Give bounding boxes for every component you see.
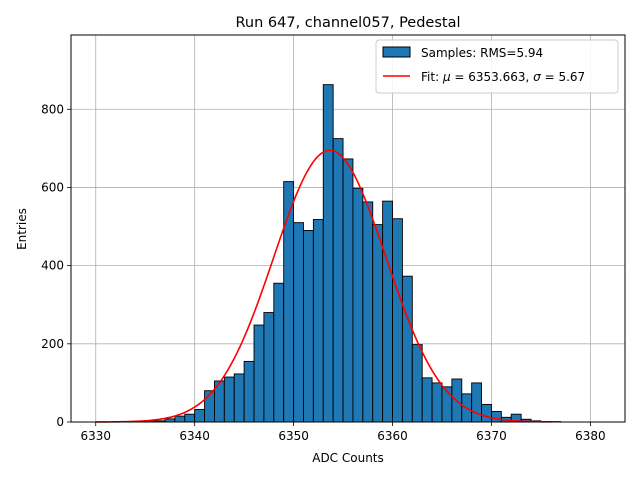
y-tick-label: 800 xyxy=(41,102,64,116)
y-tick-label: 400 xyxy=(41,259,64,273)
histogram-bar xyxy=(431,382,443,423)
y-axis-ticks: 0 200 400 600 800 xyxy=(41,102,71,429)
x-tick-label: 6340 xyxy=(179,429,210,443)
histogram-bar xyxy=(401,275,413,423)
legend-label-samples: Samples: RMS=5.94 xyxy=(421,46,543,60)
histogram-bar xyxy=(194,409,206,423)
x-tick-label: 6380 xyxy=(575,429,606,443)
x-tick-label: 6350 xyxy=(278,429,309,443)
x-axis-ticks: 6330 6340 6350 6360 6370 6380 xyxy=(80,422,606,443)
histogram-bar xyxy=(233,373,245,423)
histogram-bar xyxy=(303,230,314,423)
histogram-bar xyxy=(253,324,265,423)
y-tick-label: 600 xyxy=(41,180,64,194)
histogram-bar xyxy=(293,222,304,423)
histogram-bar xyxy=(342,158,354,423)
x-tick-label: 6360 xyxy=(377,429,408,443)
histogram-bar xyxy=(223,376,235,423)
chart-title: Run 647, channel057, Pedestal xyxy=(235,15,460,31)
legend-swatch-samples xyxy=(382,46,411,58)
histogram-bar xyxy=(481,403,492,423)
histogram-bar xyxy=(174,415,186,423)
y-tick-label: 200 xyxy=(41,337,64,351)
histogram-bar xyxy=(471,382,483,423)
histogram-bar xyxy=(243,360,255,423)
histogram-bar xyxy=(283,181,295,423)
y-tick-label: 0 xyxy=(56,415,64,429)
x-tick-label: 6330 xyxy=(80,429,111,443)
fit-curve xyxy=(95,149,551,423)
histogram-bar xyxy=(382,200,393,423)
histogram-bar xyxy=(332,138,344,423)
x-axis-label: ADC Counts xyxy=(312,451,384,465)
histogram-bar xyxy=(322,84,334,423)
legend-label-fit: Fit: μ = 6353.663, σ = 5.67 xyxy=(421,70,585,84)
histogram-bars xyxy=(124,84,562,423)
plot-frame xyxy=(70,34,626,423)
histogram-bar xyxy=(184,413,196,423)
histogram-bar xyxy=(273,282,285,423)
histogram-bar xyxy=(372,224,384,423)
histogram-bar xyxy=(362,201,374,423)
histogram-bar xyxy=(263,312,275,423)
histogram-bar xyxy=(421,377,433,423)
legend-box xyxy=(375,39,619,94)
histogram-bar xyxy=(490,410,502,423)
histogram-bar xyxy=(392,218,403,423)
histogram-bar xyxy=(352,187,364,423)
y-axis-label: Entries xyxy=(15,208,29,250)
histogram-bar xyxy=(411,344,423,423)
x-tick-label: 6370 xyxy=(476,429,507,443)
legend: Samples: RMS=5.94 Fit: μ = 6353.663, σ =… xyxy=(375,39,619,94)
histogram-bar xyxy=(312,219,324,423)
